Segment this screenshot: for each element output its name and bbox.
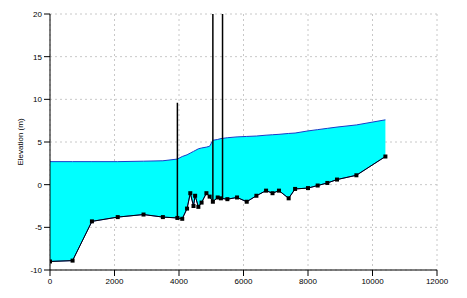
svg-text:0: 0 <box>48 277 53 286</box>
svg-text:20: 20 <box>33 10 42 19</box>
svg-text:2000: 2000 <box>106 277 124 286</box>
svg-text:5: 5 <box>38 138 43 147</box>
svg-text:-5: -5 <box>35 223 43 232</box>
svg-text:4000: 4000 <box>170 277 188 286</box>
svg-text:15: 15 <box>33 53 42 62</box>
svg-text:12000: 12000 <box>426 277 449 286</box>
svg-text:10: 10 <box>33 95 42 104</box>
svg-text:0: 0 <box>38 181 43 190</box>
svg-text:6000: 6000 <box>235 277 253 286</box>
svg-text:Elevation (m): Elevation (m) <box>16 118 25 165</box>
svg-text:10000: 10000 <box>361 277 384 286</box>
svg-text:-10: -10 <box>30 266 42 275</box>
svg-text:8000: 8000 <box>299 277 317 286</box>
